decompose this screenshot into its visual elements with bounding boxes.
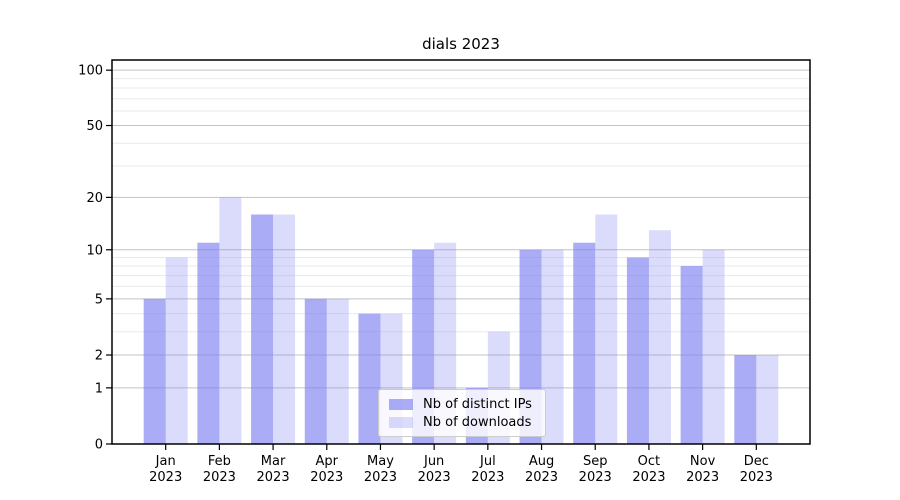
x-tick-label-year: 2023 bbox=[149, 470, 182, 485]
legend-row-downloads: Nb of downloads bbox=[389, 415, 537, 430]
bar-sep-distinct-ips bbox=[573, 242, 596, 444]
bar-nov-distinct-ips bbox=[680, 266, 703, 444]
bar-dec-downloads bbox=[756, 355, 779, 444]
x-tick-label-month: Oct bbox=[638, 454, 660, 469]
legend-label-downloads: Nb of downloads bbox=[423, 414, 532, 430]
bar-apr-downloads bbox=[326, 298, 349, 444]
legend-swatch-distinct-ips bbox=[389, 398, 413, 410]
x-tick-label-month: Jul bbox=[479, 454, 496, 469]
y-tick-label: 50 bbox=[86, 119, 103, 134]
plot-frame bbox=[111, 59, 811, 445]
x-tick-label-year: 2023 bbox=[364, 470, 397, 485]
x-tick-label-month: Jun bbox=[423, 454, 444, 469]
y-tick-label: 1 bbox=[95, 381, 103, 396]
bar-oct-distinct-ips bbox=[626, 257, 649, 444]
bar-nov-downloads bbox=[702, 249, 725, 444]
x-tick-label-year: 2023 bbox=[740, 470, 773, 485]
bar-jan-downloads bbox=[165, 257, 188, 444]
x-tick-label-month: Nov bbox=[690, 454, 716, 469]
x-tick-label-month: Jan bbox=[155, 454, 176, 469]
bar-sep-downloads bbox=[595, 214, 618, 444]
x-tick-label-year: 2023 bbox=[257, 470, 290, 485]
x-tick-label-year: 2023 bbox=[525, 470, 558, 485]
legend: Nb of distinct IPs Nb of downloads bbox=[378, 389, 546, 437]
x-tick-label-month: Aug bbox=[529, 454, 554, 469]
x-tick-label-month: Dec bbox=[744, 454, 769, 469]
legend-label-distinct-ips: Nb of distinct IPs bbox=[423, 396, 532, 412]
bar-mar-downloads bbox=[273, 214, 296, 444]
bar-jan-distinct-ips bbox=[143, 298, 166, 444]
x-tick-label-year: 2023 bbox=[310, 470, 343, 485]
bar-oct-downloads bbox=[648, 230, 671, 444]
x-tick-label-year: 2023 bbox=[471, 470, 504, 485]
y-tick-label: 10 bbox=[86, 243, 103, 258]
x-tick-label-month: May bbox=[367, 454, 394, 469]
bar-aug-downloads bbox=[541, 249, 564, 444]
y-tick-label: 100 bbox=[78, 64, 103, 79]
bar-apr-distinct-ips bbox=[304, 298, 327, 444]
x-tick-label-year: 2023 bbox=[203, 470, 236, 485]
x-tick-label-month: Sep bbox=[583, 454, 608, 469]
bar-feb-distinct-ips bbox=[197, 242, 220, 444]
y-tick-label: 2 bbox=[95, 349, 103, 364]
legend-row-distinct-ips: Nb of distinct IPs bbox=[389, 397, 537, 412]
y-tick-label: 0 bbox=[95, 438, 103, 453]
y-tick-label: 5 bbox=[95, 292, 103, 307]
bar-dec-distinct-ips bbox=[734, 355, 757, 444]
x-tick-label-month: Feb bbox=[208, 454, 231, 469]
x-tick-label-year: 2023 bbox=[579, 470, 612, 485]
bar-may-distinct-ips bbox=[358, 313, 381, 444]
legend-swatch-downloads bbox=[389, 416, 413, 428]
bar-feb-downloads bbox=[219, 197, 242, 444]
bar-mar-distinct-ips bbox=[251, 214, 274, 444]
y-tick-label: 20 bbox=[86, 191, 103, 206]
x-tick-label-year: 2023 bbox=[418, 470, 451, 485]
x-tick-label-year: 2023 bbox=[632, 470, 665, 485]
x-tick-label-month: Mar bbox=[261, 454, 286, 469]
x-tick-label-month: Apr bbox=[316, 454, 339, 469]
x-tick-label-year: 2023 bbox=[686, 470, 719, 485]
chart-title: dials 2023 bbox=[422, 35, 500, 53]
